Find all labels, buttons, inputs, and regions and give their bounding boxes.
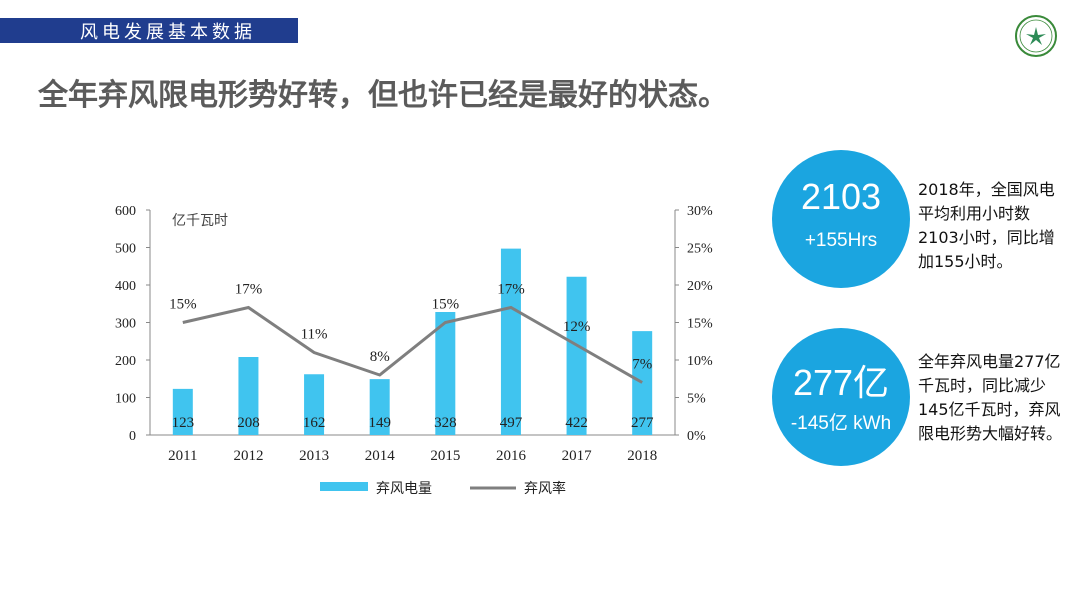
- line-value-label: 8%: [370, 349, 390, 365]
- stat-hours-description: 2018年，全国风电平均利用小时数2103小时，同比增加155小时。: [918, 180, 1055, 271]
- wind-curtailment-chart: 0 100 200 300 400 500 600 0% 5% 10% 15% 20% 25% 30% 亿千…: [90, 185, 740, 510]
- x-tick-label: 2017: [562, 448, 593, 464]
- y-tick-label: 500: [115, 242, 136, 257]
- x-tick-label: 2016: [496, 448, 527, 464]
- bar-value-label: 422: [565, 415, 588, 431]
- y-tick-label: 0: [129, 429, 136, 444]
- x-tick-label: 2012: [233, 448, 263, 464]
- y-axis-title: 亿千瓦时: [172, 213, 228, 229]
- legend-label-bar: 弃风电量: [376, 481, 432, 497]
- stat-curtailment-value: 277亿: [792, 362, 890, 403]
- bar-value-label: 149: [368, 415, 391, 431]
- bar-value-label: 328: [434, 415, 457, 431]
- section-header-bar: 风电发展基本数据: [0, 18, 298, 43]
- organization-logo: [1014, 14, 1058, 58]
- bar-2017: [566, 276, 587, 435]
- bar-2018: [632, 331, 653, 435]
- bar-value-label: 162: [303, 415, 326, 431]
- stat-hours-change: +155Hrs: [804, 230, 878, 251]
- line-value-label: 11%: [301, 327, 328, 343]
- y2-tick-label: 0%: [687, 429, 706, 444]
- y2-tick-label: 25%: [687, 242, 713, 257]
- line-value-label: 12%: [563, 319, 591, 335]
- x-tick-label: 2013: [299, 448, 329, 464]
- bar-value-label: 277: [631, 415, 654, 431]
- page-title: 全年弃风限电形势好转，但也许已经是最好的状态。: [38, 78, 728, 113]
- x-tick-label: 2014: [365, 448, 396, 464]
- chart-svg: 0 100 200 300 400 500 600 0% 5% 10% 15% 20% 25% 30% 亿千…: [115, 204, 713, 497]
- line-value-label: 17%: [497, 282, 525, 298]
- y-tick-label: 300: [115, 317, 136, 332]
- legend-swatch-bar: [320, 482, 368, 491]
- bar-2014: [369, 379, 390, 435]
- stat-curtailment-change: -145亿 kWh: [790, 413, 892, 434]
- stat-hours-value: 2103: [800, 176, 882, 217]
- x-tick-label: 2015: [430, 448, 460, 464]
- y2-tick-label: 5%: [687, 392, 706, 407]
- line-value-label: 15%: [432, 297, 460, 313]
- bar-2011: [172, 388, 193, 435]
- bar-value-label: 208: [237, 415, 260, 431]
- y-tick-label: 200: [115, 354, 136, 369]
- bar-2015: [435, 312, 456, 435]
- legend-label-line: 弃风率: [524, 480, 566, 497]
- line-value-label: 7%: [632, 357, 652, 373]
- stat-curtailment-description: 全年弃风电量277亿千瓦时，同比减少145亿千瓦时，弃风限电形势大幅好转。: [918, 352, 1063, 443]
- bar-value-label: 497: [500, 415, 523, 431]
- y2-tick-label: 20%: [687, 279, 713, 294]
- y-tick-label: 400: [115, 279, 136, 294]
- bar-value-label: 123: [172, 415, 195, 431]
- line-value-label: 15%: [169, 297, 197, 313]
- line-value-label: 17%: [235, 282, 263, 298]
- y2-tick-label: 15%: [687, 317, 713, 332]
- y2-tick-label: 30%: [687, 204, 713, 219]
- y2-tick-label: 10%: [687, 354, 713, 369]
- x-tick-label: 2011: [168, 448, 197, 464]
- y-tick-label: 600: [115, 204, 136, 219]
- bar-2016: [500, 248, 521, 435]
- bar-2012: [238, 357, 259, 435]
- stat-circle-hours: 2103 +155Hrs: [772, 150, 910, 288]
- bar-2013: [304, 374, 325, 435]
- stat-circle-curtailment: 277亿 -145亿 kWh: [772, 328, 910, 466]
- line-curtailment-rate: [182, 305, 643, 384]
- section-label: 风电发展基本数据: [80, 21, 256, 43]
- y-tick-label: 100: [115, 392, 136, 407]
- x-tick-label: 2018: [627, 448, 657, 464]
